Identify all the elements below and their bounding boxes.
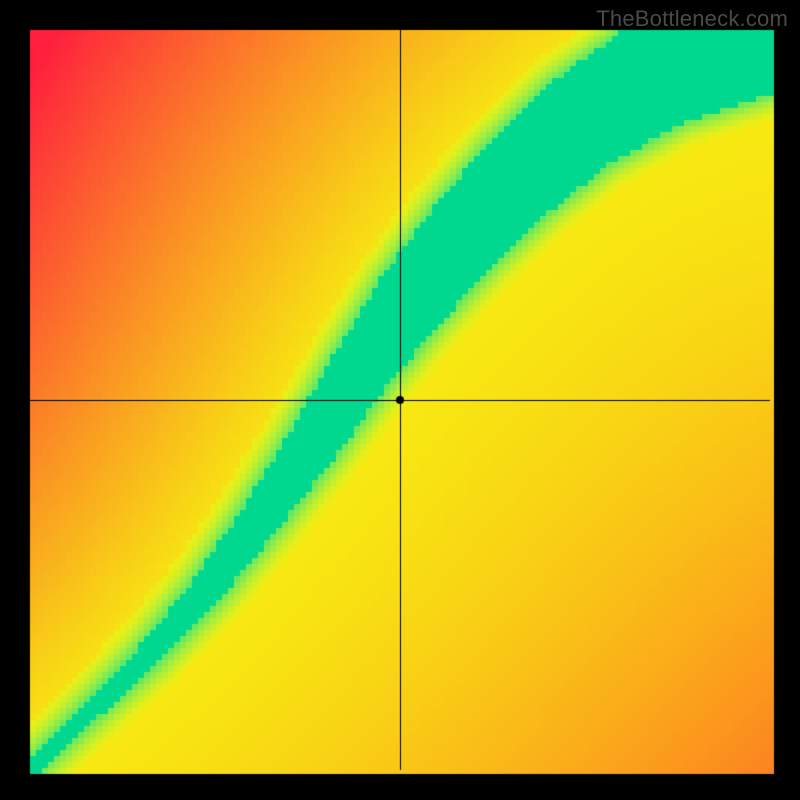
bottleneck-heatmap	[0, 0, 800, 800]
chart-container: { "watermark": { "text": "TheBottleneck.…	[0, 0, 800, 800]
